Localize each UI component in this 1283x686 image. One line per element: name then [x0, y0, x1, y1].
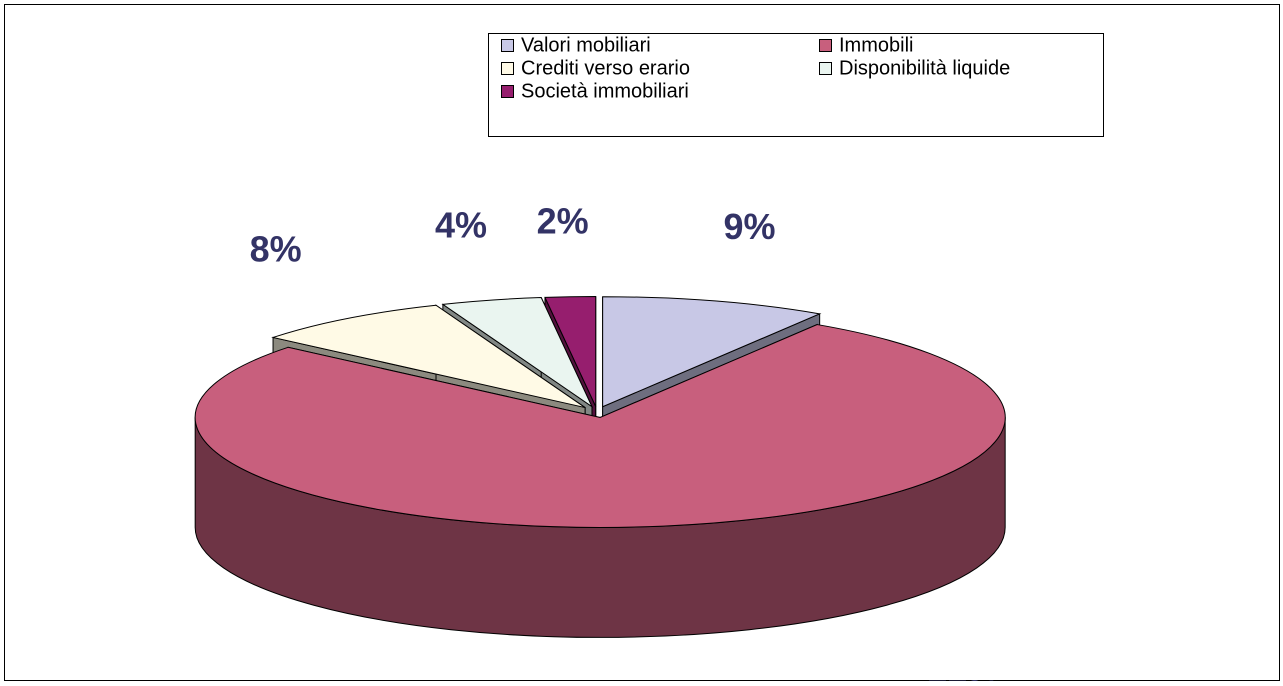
pie-slice	[602, 296, 822, 408]
data-label: 4%	[435, 205, 487, 246]
data-label: 77%	[927, 673, 999, 681]
legend-label: Immobili	[839, 34, 913, 56]
pie-tops	[194, 296, 1006, 528]
pie-slice	[194, 324, 1006, 528]
legend-label: Valori mobiliari	[521, 34, 651, 56]
pie-slice	[544, 296, 597, 407]
pie-slice	[271, 304, 586, 409]
legend-label: Disponibilità liquide	[839, 57, 1010, 79]
legend-label: Crediti verso erario	[521, 57, 690, 79]
data-label: 9%	[724, 206, 776, 247]
legend-swatch	[819, 62, 832, 75]
legend-label: Società immobiliari	[521, 80, 689, 102]
legend-swatch	[819, 39, 832, 52]
data-label: 2%	[537, 200, 589, 241]
pie-slice	[441, 297, 594, 409]
legend-swatch	[501, 62, 514, 75]
legend-swatch	[501, 39, 514, 52]
data-label: 8%	[250, 228, 302, 269]
legend-box	[488, 33, 1104, 137]
legend-swatch	[501, 85, 514, 98]
